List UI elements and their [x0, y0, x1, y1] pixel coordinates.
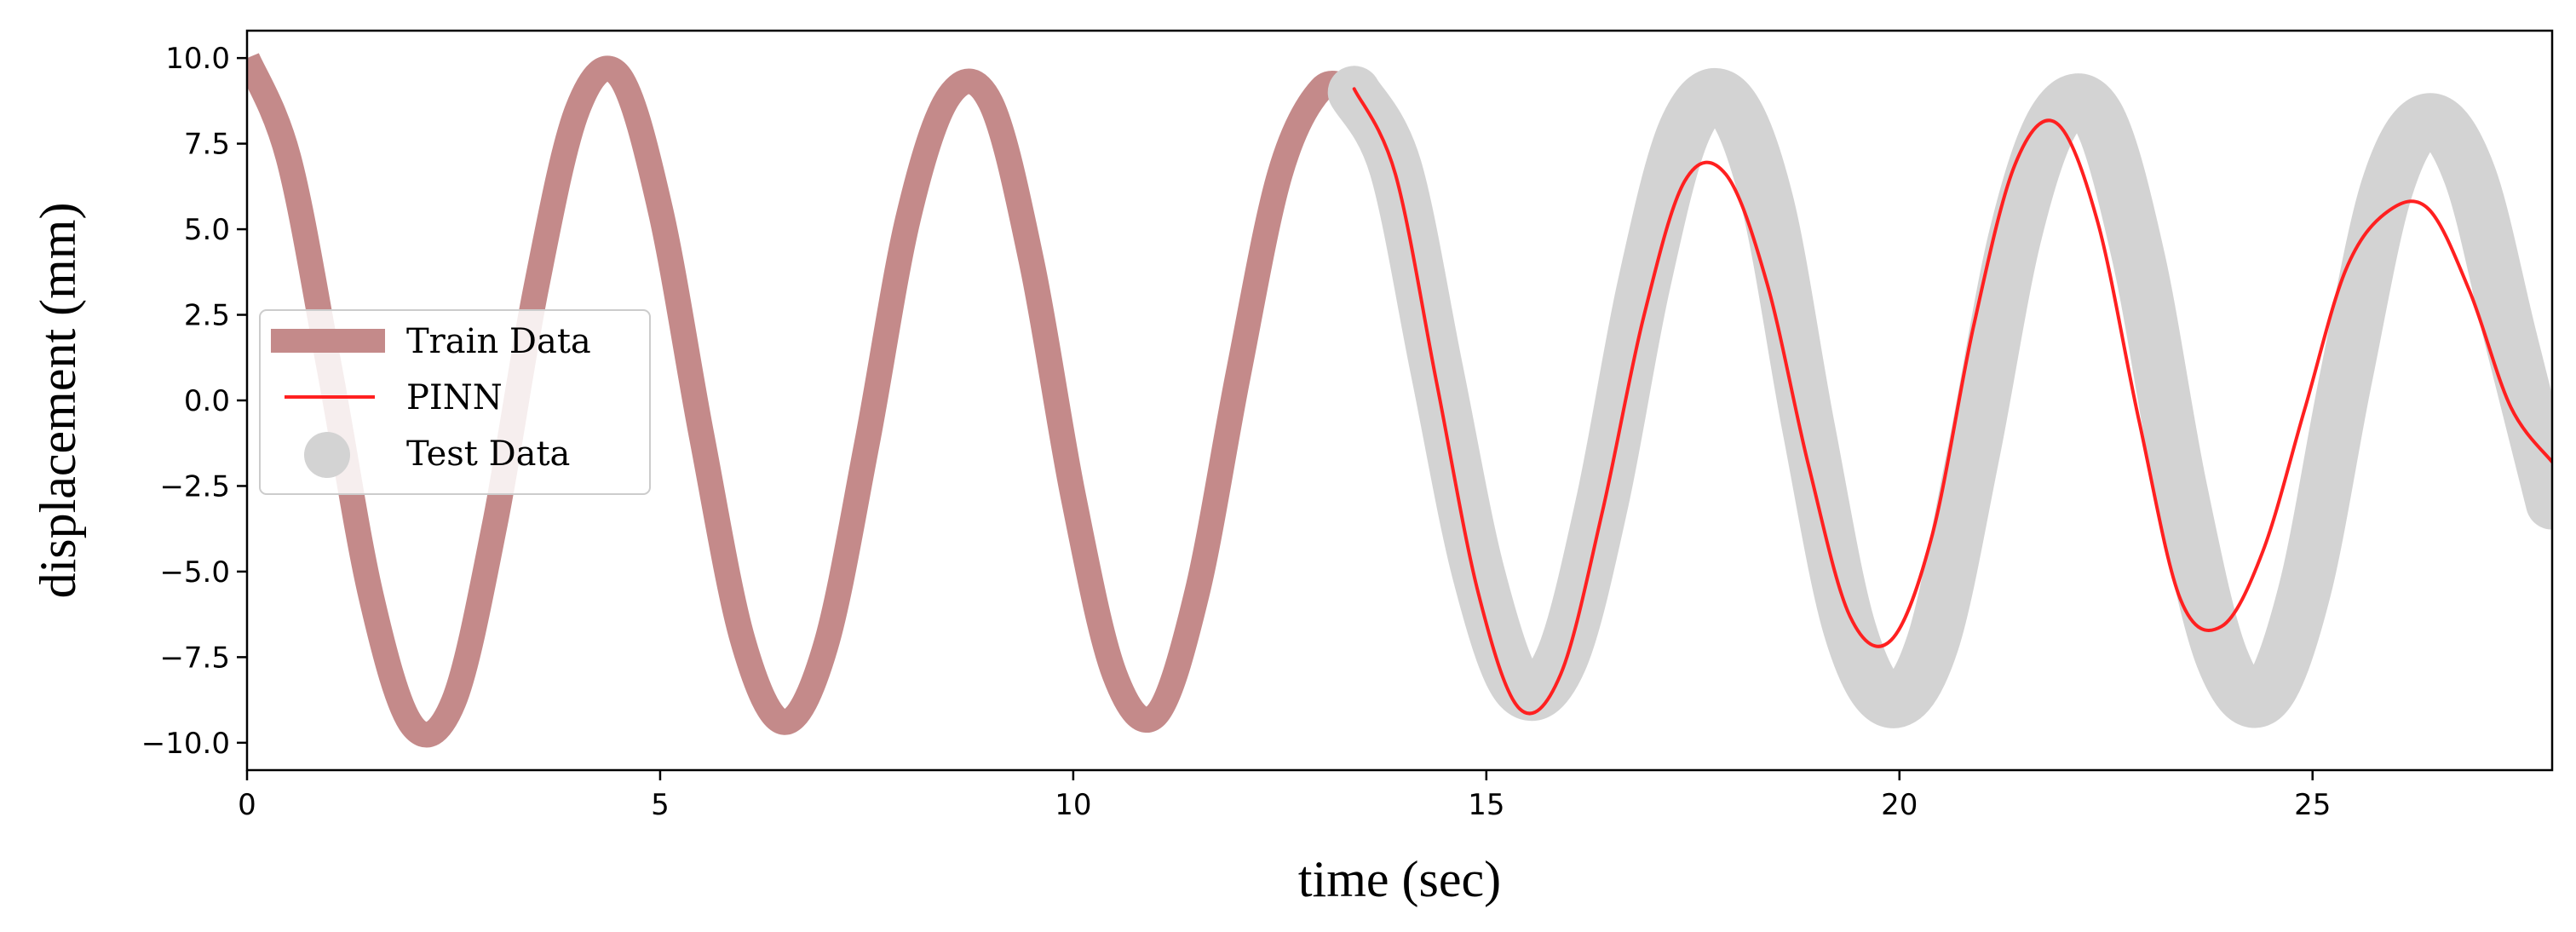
- x-tick-label: 0: [238, 788, 256, 822]
- legend-test-data-marker: [304, 432, 350, 478]
- y-tick-label: 10.0: [165, 42, 230, 76]
- legend-test-data-label: Test Data: [406, 434, 570, 474]
- x-tick-label: 20: [1881, 788, 1918, 822]
- x-tick-label: 10: [1055, 788, 1091, 822]
- y-tick-label: 0.0: [184, 384, 230, 418]
- y-tick-label: 5.0: [184, 213, 230, 247]
- y-tick-label: 7.5: [184, 128, 230, 162]
- y-tick-label: −5.0: [159, 555, 230, 590]
- y-axis: −10.0 −7.5 −5.0 −2.5 0.0 2.5 5.0 7.5 10.0: [141, 42, 247, 761]
- y-tick-label: −10.0: [141, 727, 230, 761]
- series-line-test-data: [1327, 66, 2552, 728]
- x-tick-label: 15: [1468, 788, 1504, 822]
- legend-box: [259, 309, 651, 495]
- x-tick-label: 5: [651, 788, 670, 822]
- y-axis-label: displacement (mm): [30, 203, 86, 599]
- x-axis: 0 5 10 15 20 25: [238, 770, 2331, 822]
- legend: Train Data PINN Test Data: [259, 309, 651, 495]
- y-tick-label: −7.5: [159, 641, 230, 675]
- series-line-train-data: [247, 53, 1359, 748]
- series-layer: [247, 53, 2552, 748]
- legend-train-data-label: Train Data: [406, 322, 591, 361]
- y-tick-label: −2.5: [159, 469, 230, 503]
- legend-pinn-label: PINN: [406, 378, 503, 417]
- x-axis-label: time (sec): [1298, 851, 1501, 907]
- x-tick-label: 25: [2294, 788, 2331, 822]
- y-tick-label: 2.5: [184, 299, 230, 333]
- series-line-pinn: [1352, 87, 2552, 716]
